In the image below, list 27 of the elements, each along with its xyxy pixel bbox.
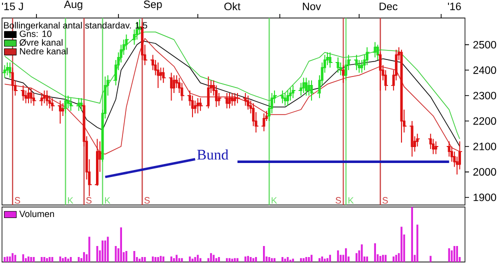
annotation: Bund: [197, 149, 228, 160]
legend-label: Gns: 10: [20, 30, 52, 38]
x-tick-label: Sep: [144, 0, 162, 10]
y-tick-label: 2200: [473, 117, 496, 125]
ref-line-label: K: [68, 197, 74, 204]
y-tick-label: 2500: [473, 40, 496, 48]
ref-line-label: S: [336, 197, 341, 204]
ref-line-label: K: [272, 197, 278, 204]
legend-label: Volumen: [19, 210, 54, 218]
x-tick-label: Okt: [224, 2, 240, 10]
x-tick-label: '16: [448, 2, 461, 10]
ref-line-label: S: [86, 197, 92, 204]
ref-line-label: K: [105, 197, 110, 204]
y-tick-label: 2400: [473, 66, 496, 74]
legend-label: Øvre kanal: [20, 39, 62, 46]
y-tick-label: 2100: [473, 142, 496, 150]
ref-line-label: S: [144, 197, 150, 204]
y-tick-label: 2300: [473, 92, 496, 100]
x-tick-label: Nov: [302, 2, 321, 10]
ref-line-label: K: [348, 197, 354, 204]
x-tick-label: Dec: [380, 2, 398, 10]
y-tick-label: 2000: [473, 168, 496, 176]
ref-line-label: S: [14, 197, 20, 204]
x-tick-label: '15 J: [2, 2, 23, 10]
x-tick-label: Aug: [64, 0, 82, 10]
ref-line-label: S: [382, 197, 388, 204]
y-tick-label: 1900: [474, 194, 496, 202]
